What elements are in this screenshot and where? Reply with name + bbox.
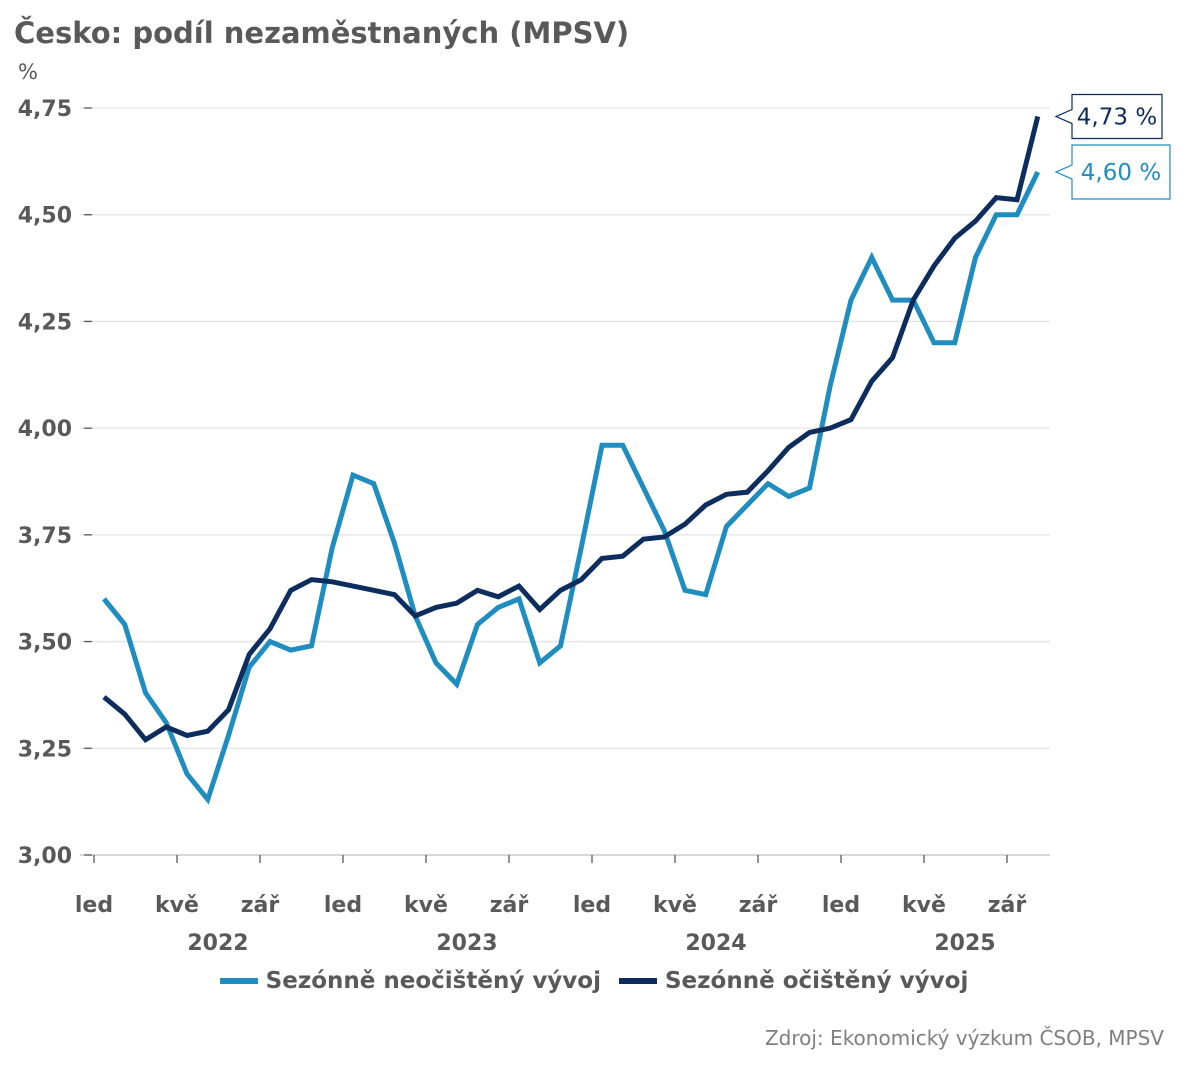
x-tick-label: zář	[988, 893, 1027, 918]
y-axis-unit: %	[18, 60, 38, 84]
year-label: 2022	[187, 931, 248, 956]
legend-swatch	[618, 978, 657, 984]
end-label-box	[1054, 144, 1171, 200]
end-value-label: 4,60 %	[1081, 160, 1161, 186]
y-tick-label: 4,75	[18, 97, 72, 122]
legend-label: Sezónně neočištěný vývoj	[265, 968, 601, 994]
x-tick-label: kvě	[653, 893, 697, 918]
x-tick-label: zář	[739, 893, 778, 918]
y-tick-label: 3,75	[18, 524, 72, 549]
legend-swatch	[219, 978, 258, 984]
y-tick-label: 3,50	[18, 631, 72, 656]
x-tick-label: kvě	[902, 893, 946, 918]
end-label-box	[1054, 93, 1163, 140]
x-tick-label: led	[75, 893, 113, 918]
source-note: Zdroj: Ekonomický výzkum ČSOB, MPSV	[764, 1026, 1164, 1050]
x-tick-label: zář	[490, 893, 529, 918]
x-tick-label: kvě	[155, 893, 199, 918]
y-tick-label: 4,25	[18, 310, 72, 335]
x-tick-label: kvě	[404, 893, 448, 918]
year-label: 2025	[934, 931, 995, 956]
x-tick-label: led	[573, 893, 611, 918]
year-label: 2024	[685, 931, 746, 956]
series-line-unadjusted	[102, 170, 1040, 805]
legend: Sezónně neočištěný vývoj Sezónně očištěn…	[0, 968, 1188, 994]
x-tick-label: led	[324, 893, 362, 918]
y-tick-label: 4,50	[18, 204, 72, 229]
legend-label: Sezónně očištěný vývoj	[664, 968, 969, 994]
legend-item-unadjusted: Sezónně neočištěný vývoj	[219, 968, 601, 994]
y-tick-label: 4,00	[18, 417, 72, 442]
chart-title: Česko: podíl nezaměstnaných (MPSV)	[14, 16, 630, 50]
x-tick-label: zář	[241, 893, 280, 918]
x-tick-label: led	[822, 893, 860, 918]
y-tick-label: 3,00	[18, 844, 72, 869]
series-line-adjusted	[102, 115, 1041, 744]
end-value-label: 4,73 %	[1077, 105, 1157, 131]
y-tick-label: 3,25	[18, 737, 72, 762]
legend-item-adjusted: Sezónně očištěný vývoj	[618, 968, 969, 994]
year-label: 2023	[436, 931, 497, 956]
